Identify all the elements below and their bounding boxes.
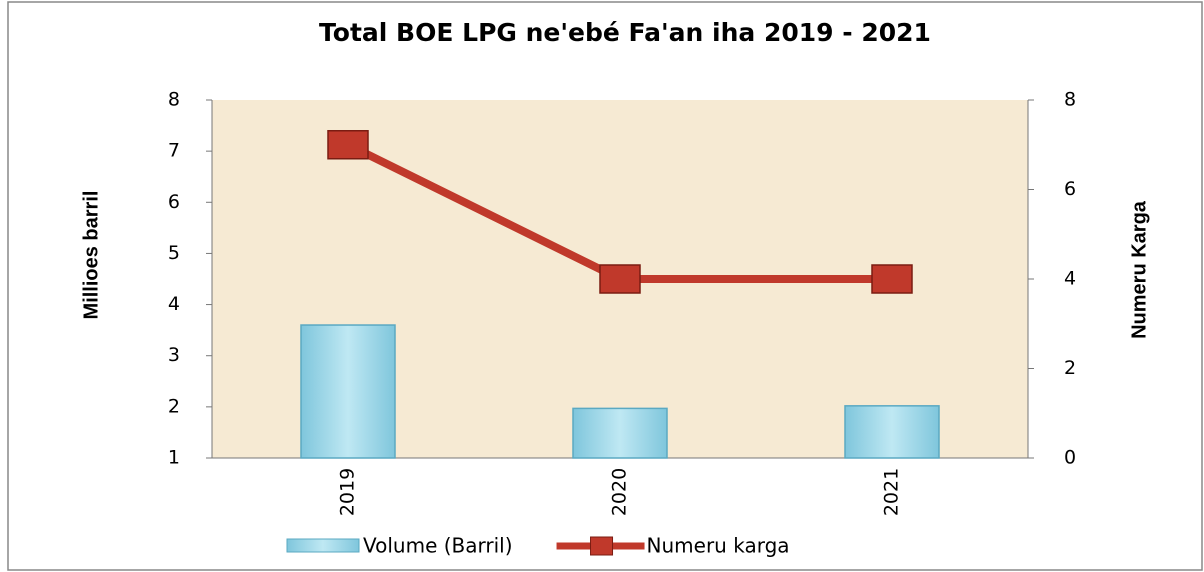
y-tick-label: 6 bbox=[168, 191, 180, 213]
y-tick-label: 1 bbox=[168, 447, 180, 469]
y2-axis-label: Numeru Karga bbox=[1128, 200, 1150, 339]
y2-tick-label: 0 bbox=[1064, 447, 1076, 469]
marker bbox=[871, 264, 913, 294]
bar bbox=[844, 405, 940, 459]
x-tick-label: 2019 bbox=[337, 468, 359, 516]
x-tick-label: 2020 bbox=[609, 468, 631, 516]
x-tick-label: 2021 bbox=[881, 468, 903, 516]
y-tick-label: 8 bbox=[168, 89, 180, 111]
legend-label: Volume (Barril) bbox=[363, 534, 513, 558]
y2-tick-label: 4 bbox=[1064, 268, 1076, 290]
y-tick-label: 7 bbox=[168, 140, 180, 162]
y-tick-label: 3 bbox=[168, 344, 180, 366]
legend-swatch bbox=[286, 538, 360, 553]
legend-label: Numeru karga bbox=[647, 534, 790, 558]
y-tick-label: 5 bbox=[168, 242, 180, 264]
y-tick-label: 4 bbox=[168, 293, 180, 315]
y-axis-label: Millioes barril bbox=[80, 191, 102, 320]
y2-tick-label: 2 bbox=[1064, 357, 1076, 379]
y-tick-label: 2 bbox=[168, 395, 180, 417]
bar bbox=[572, 407, 668, 459]
marker bbox=[327, 130, 369, 160]
marker bbox=[599, 264, 641, 294]
y2-tick-label: 8 bbox=[1064, 89, 1076, 111]
y2-tick-label: 6 bbox=[1064, 178, 1076, 200]
bar bbox=[300, 324, 396, 459]
chart-title: Total BOE LPG ne'ebé Fa'an iha 2019 - 20… bbox=[319, 18, 931, 47]
legend-marker bbox=[590, 536, 614, 556]
